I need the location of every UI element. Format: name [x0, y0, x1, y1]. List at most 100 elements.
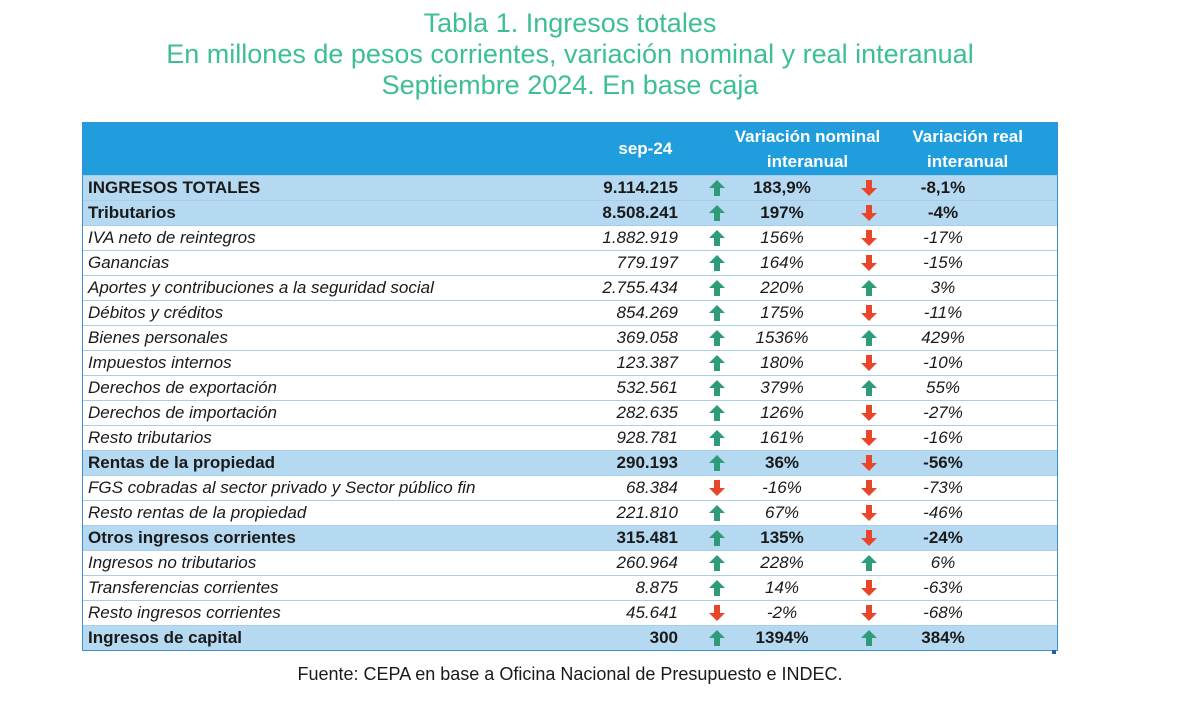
row-label: Resto rentas de la propiedad — [88, 503, 307, 522]
row-label: Tributarios — [88, 203, 176, 222]
row-real-variation: -4% — [927, 203, 959, 222]
row-real-variation: -24% — [923, 528, 963, 547]
table-row: Impuestos internos 123.387 180% -10% — [83, 350, 1057, 375]
arrow-down-icon — [826, 579, 884, 597]
row-real-variation: -17% — [923, 228, 963, 247]
arrow-up-icon — [678, 254, 728, 272]
row-real-variation: -63% — [923, 578, 963, 597]
title-line-2: En millones de pesos corrientes, variaci… — [166, 39, 974, 69]
row-nominal-variation: 36% — [764, 453, 800, 472]
row-nominal-variation: 1536% — [755, 328, 809, 347]
row-label: Ingresos de capital — [88, 628, 242, 647]
arrow-up-icon — [826, 629, 884, 647]
row-nominal-variation: 161% — [760, 428, 804, 447]
row-nominal-variation: 164% — [760, 253, 804, 272]
row-value: 369.058 — [616, 328, 678, 347]
table-body: INGRESOS TOTALES 9.114.215 183,9% -8,1% Trib… — [83, 175, 1057, 650]
table-row: Débitos y créditos 854.269 175% -11% — [83, 300, 1057, 325]
row-real-variation: -11% — [923, 303, 963, 322]
row-value: 315.481 — [616, 528, 678, 547]
row-label: Débitos y créditos — [88, 303, 224, 322]
row-real-variation: -27% — [923, 403, 963, 422]
row-label: Ingresos no tributarios — [88, 553, 257, 572]
row-real-variation: -56% — [923, 453, 963, 472]
row-real-variation: -73% — [923, 478, 963, 497]
row-nominal-variation: 220% — [760, 278, 804, 297]
arrow-down-icon — [826, 204, 884, 222]
row-value: 45.641 — [626, 603, 678, 622]
arrow-down-icon — [826, 604, 884, 622]
arrow-up-icon — [826, 379, 884, 397]
table-row: Ingresos no tributarios 260.964 228% 6% — [83, 550, 1057, 575]
row-value: 8.875 — [635, 578, 678, 597]
row-value: 123.387 — [616, 353, 678, 372]
row-nominal-variation: 175% — [760, 303, 804, 322]
arrow-down-icon — [826, 429, 884, 447]
arrow-down-icon — [826, 454, 884, 472]
row-label: FGS cobradas al sector privado y Sector … — [88, 478, 476, 497]
table-row: Ganancias 779.197 164% -15% — [83, 250, 1057, 275]
row-value: 260.964 — [616, 553, 678, 572]
table-row: Aportes y contribuciones a la seguridad … — [83, 275, 1057, 300]
row-label: Ganancias — [88, 253, 170, 272]
row-nominal-variation: 135% — [760, 528, 804, 547]
arrow-up-icon — [678, 279, 728, 297]
row-label: INGRESOS TOTALES — [88, 178, 261, 197]
table-row: Ingresos de capital 300 1394% 384% — [83, 625, 1057, 650]
arrow-down-icon — [678, 604, 728, 622]
row-nominal-variation: 14% — [764, 578, 800, 597]
row-real-variation: -15% — [923, 253, 963, 272]
row-nominal-variation: -2% — [766, 603, 798, 622]
arrow-down-icon — [826, 504, 884, 522]
table-row: FGS cobradas al sector privado y Sector … — [83, 475, 1057, 500]
table-row: Resto ingresos corrientes 45.641 -2% -68% — [83, 600, 1057, 625]
table-row: Rentas de la propiedad 290.193 36% -56% — [83, 450, 1057, 475]
row-label: Rentas de la propiedad — [88, 453, 276, 472]
table-row: Resto rentas de la propiedad 221.810 67% -4… — [83, 500, 1057, 525]
arrow-down-icon — [826, 479, 884, 497]
row-real-variation: 6% — [930, 553, 956, 572]
row-label: Aportes y contribuciones a la seguridad … — [88, 278, 434, 297]
title-line-1: Tabla 1. Ingresos totales — [423, 8, 717, 38]
arrow-up-icon — [678, 379, 728, 397]
arrow-down-icon — [826, 179, 884, 197]
row-real-variation: -46% — [923, 503, 963, 522]
arrow-up-icon — [678, 504, 728, 522]
title-line-3: Septiembre 2024. En base caja — [381, 70, 759, 100]
arrow-down-icon — [826, 229, 884, 247]
arrow-up-icon — [678, 404, 728, 422]
row-value: 282.635 — [616, 403, 678, 422]
header-period: sep-24 — [618, 139, 673, 158]
row-real-variation: -10% — [923, 353, 963, 372]
row-label: Otros ingresos corrientes — [88, 528, 296, 547]
table-row: Derechos de exportación 532.561 379% 55% — [83, 375, 1057, 400]
row-label: Resto tributarios — [88, 428, 212, 447]
source-note: Fuente: CEPA en base a Oficina Nacional … — [297, 664, 843, 684]
header-label-cell — [83, 123, 568, 175]
arrow-down-icon — [826, 354, 884, 372]
row-label: Derechos de importación — [88, 403, 277, 422]
row-real-variation: 429% — [921, 328, 965, 347]
row-nominal-variation: 379% — [760, 378, 804, 397]
arrow-up-icon — [678, 629, 728, 647]
arrow-up-icon — [678, 554, 728, 572]
table-row: Derechos de importación 282.635 126% -27% — [83, 400, 1057, 425]
row-label: Derechos de exportación — [88, 378, 278, 397]
row-nominal-variation: 228% — [760, 553, 804, 572]
revenue-table: sep-24 Variación nominal interanual Vari… — [82, 122, 1058, 651]
table-row: INGRESOS TOTALES 9.114.215 183,9% -8,1% — [83, 175, 1057, 200]
arrow-up-icon — [678, 304, 728, 322]
table-title: Tabla 1. Ingresos totales En millones de… — [0, 8, 1140, 101]
arrow-up-icon — [678, 579, 728, 597]
row-label: IVA neto de reintegros — [88, 228, 256, 247]
row-real-variation: 384% — [921, 628, 965, 647]
row-value: 532.561 — [616, 378, 678, 397]
arrow-up-icon — [678, 429, 728, 447]
arrow-up-icon — [678, 204, 728, 222]
arrow-up-icon — [678, 329, 728, 347]
header-nominal-variation: Variación nominal interanual — [734, 127, 881, 171]
arrow-up-icon — [678, 354, 728, 372]
header-real-variation: Variación real interanual — [912, 127, 1023, 171]
table-header: sep-24 Variación nominal interanual Vari… — [83, 123, 1057, 175]
table-row: IVA neto de reintegros 1.882.919 156% -17% — [83, 225, 1057, 250]
